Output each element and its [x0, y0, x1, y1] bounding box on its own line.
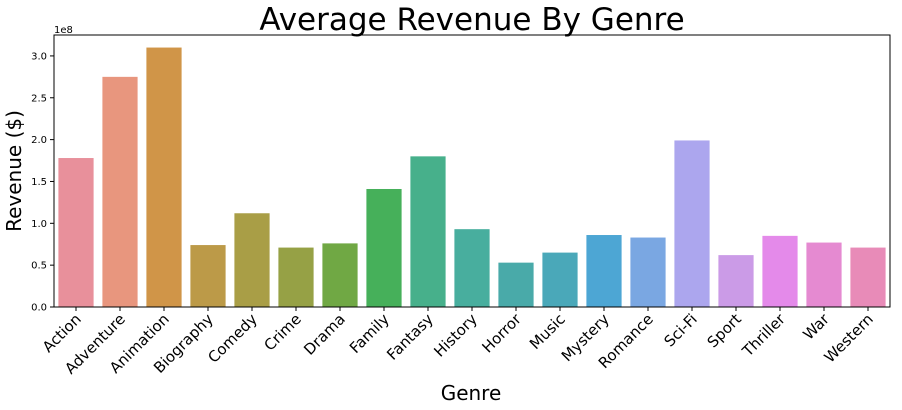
plot-frame — [53, 34, 891, 308]
bar-comedy — [234, 213, 270, 307]
chart-title: Average Revenue By Genre — [259, 2, 684, 38]
x-tick-label: Sci-Fi — [660, 310, 700, 350]
bar-music — [542, 252, 578, 307]
x-tick-label: Crime — [261, 310, 305, 354]
x-tick-label: Horror — [478, 310, 525, 357]
y-axis-multiplier: 1e8 — [54, 25, 73, 36]
x-tick-label: History — [430, 310, 481, 361]
bar-action — [58, 158, 94, 307]
y-axis-label: Revenue ($) — [2, 110, 26, 232]
bar-western — [850, 247, 886, 307]
x-tick-label: Drama — [300, 310, 349, 359]
y-tick-label: 0.0 — [31, 303, 47, 314]
bar-crime — [278, 247, 314, 307]
y-tick-label: 2.5 — [31, 93, 47, 104]
y-tick-label: 0.5 — [31, 261, 47, 272]
y-tick-label: 2.0 — [31, 135, 47, 146]
bar-sport — [718, 255, 754, 307]
x-tick-label: War — [799, 310, 833, 344]
x-tick-label: Sport — [704, 310, 745, 351]
bar-sci-fi — [674, 140, 710, 307]
bar-romance — [630, 237, 666, 307]
y-ticks-group: 0.0 0.5 1.0 1.5 2.0 2.5 3.0 — [31, 51, 54, 314]
bar-adventure — [102, 76, 138, 307]
y-tick-label: 1.5 — [31, 177, 47, 188]
bar-thriller — [762, 235, 798, 307]
bar-mystery — [586, 235, 622, 307]
bar-horror — [498, 262, 534, 307]
bar-history — [454, 229, 490, 307]
bars-group — [58, 47, 886, 308]
bar-animation — [146, 47, 182, 308]
bar-family — [366, 188, 402, 307]
y-tick-label: 3.0 — [31, 51, 47, 62]
bar-biography — [190, 245, 226, 307]
x-tick-label: Comedy — [204, 310, 261, 367]
bar-drama — [322, 243, 358, 307]
x-tick-label: Fantasy — [383, 310, 437, 364]
bar-fantasy — [410, 156, 446, 307]
bar-war — [806, 242, 842, 307]
x-axis-label: Genre — [441, 381, 502, 405]
y-tick-label: 1.0 — [31, 219, 47, 230]
x-tick-label: Western — [821, 310, 877, 366]
x-tick-label: Thriller — [738, 310, 789, 361]
